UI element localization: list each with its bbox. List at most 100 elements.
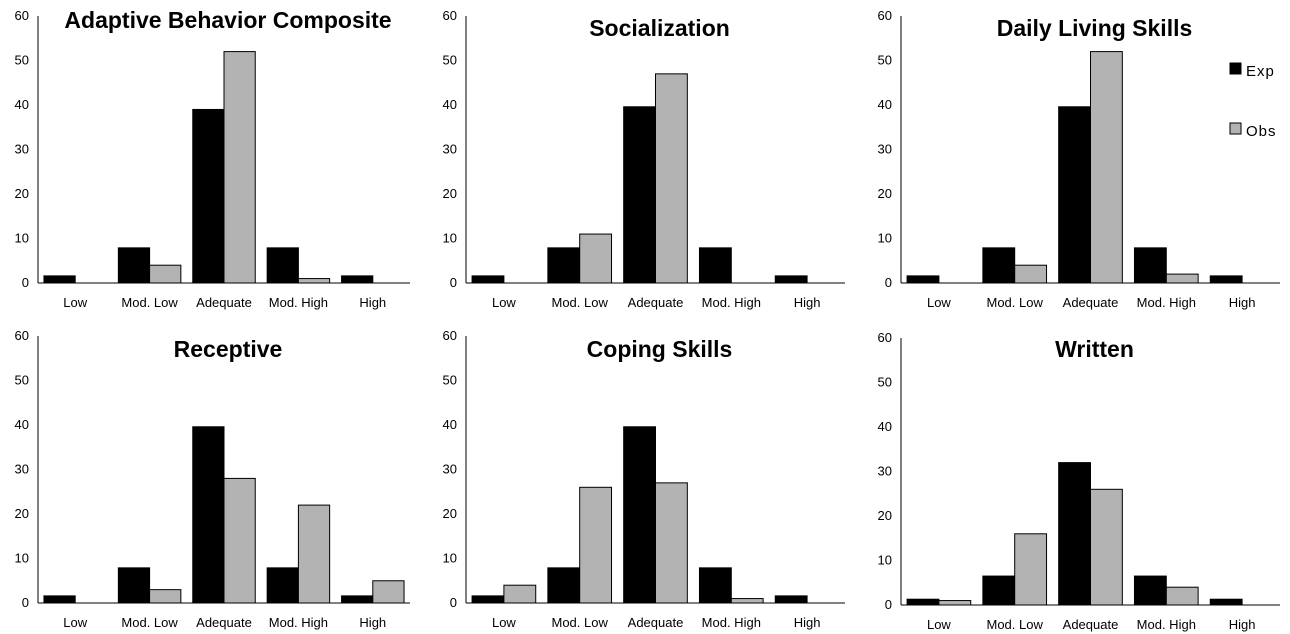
bar-obs-mod-low [1014,533,1048,606]
bar-exp-mod-high [698,567,732,604]
bar-exp-mod-low [547,567,581,604]
y-tick-label: 50 [443,373,457,388]
y-tick-label: 50 [878,53,892,68]
y-tick-label: 40 [15,417,29,432]
x-tick-label-high: High [359,295,386,310]
bar-obs-adequate [655,73,688,284]
chart-title: Receptive [174,336,283,362]
x-tick-label-adequate: Adequate [1063,295,1119,310]
x-tick-label-high: High [794,615,821,630]
bar-exp-low [43,275,76,284]
y-tick-label: 10 [878,231,892,246]
y-tick-label: 60 [878,8,892,23]
chart-panel-daily-living-skills: 0 10 20 30 40 50 60 Low Mod. Low Adequate Mod. Hig… [878,8,1280,310]
y-tick-label: 60 [443,8,457,23]
y-tick-label: 40 [878,97,892,112]
bar-obs-mod-high [1165,586,1199,606]
chart-title: Socialization [589,15,730,41]
y-tick-label: 20 [15,506,29,521]
x-tick-label-low: Low [492,295,516,310]
x-tick-label-low: Low [927,617,951,632]
bar-obs-mod-high [297,504,331,604]
y-tick-label: 0 [22,275,29,290]
y-tick-label: 50 [15,53,29,68]
x-tick-label-mod-low: Mod. Low [552,615,609,630]
y-tick-label: 50 [15,373,29,388]
bar-exp-high [1209,598,1243,606]
chart-panel-adaptive-behavior-composite: 0 10 20 30 40 50 60 Low Mod. Low Adequate Mod. Hig… [15,7,410,310]
y-tick-label: 30 [878,142,892,157]
y-tick-label: 30 [443,142,457,157]
bar-exp-mod-high [266,567,299,604]
bar-exp-mod-low [547,247,581,284]
x-tick-label-high: High [794,295,821,310]
bar-obs-mod-low [149,589,182,604]
bar-exp-adequate [623,426,657,604]
y-tick-label: 10 [443,551,457,566]
bar-exp-mod-low [117,247,151,284]
y-tick-label: 10 [878,553,892,568]
x-tick-label-mod-low: Mod. Low [987,295,1044,310]
chart-panel-written: 0 10 20 30 40 50 60 Low Mod. Low Adequate Mod. Hig… [878,330,1280,632]
bar-exp-low [906,275,940,284]
x-tick-label-low: Low [927,295,951,310]
x-tick-label-high: High [1229,295,1256,310]
bar-exp-adequate [192,108,225,284]
bar-obs-mod-low [579,486,613,604]
x-tick-label-high: High [359,615,386,630]
bar-exp-mod-low [982,575,1016,606]
bar-exp-high [774,595,808,604]
bar-exp-high [774,275,808,284]
bar-exp-mod-high [266,247,299,284]
chart-panel-coping-skills: 0 10 20 30 40 50 60 Low Mod. Low Adequate Mod. Hig… [443,328,845,630]
y-tick-label: 60 [443,328,457,343]
y-tick-label: 0 [885,275,892,290]
y-tick-label: 60 [878,330,892,345]
y-tick-label: 40 [878,419,892,434]
legend-swatch-obs [1229,122,1242,135]
x-tick-label-mod-high: Mod. High [1137,295,1196,310]
y-tick-label: 20 [878,508,892,523]
bar-obs-adequate [1090,51,1123,284]
chart-panel-receptive: 0 10 20 30 40 50 60 Low Mod. Low Adequate Mod. Hig… [15,328,410,630]
x-tick-label-adequate: Adequate [196,615,252,630]
x-tick-label-mod-high: Mod. High [269,295,328,310]
bar-exp-high [341,595,374,604]
bar-exp-adequate [1058,106,1091,284]
chart-title: Daily Living Skills [997,15,1193,41]
bar-obs-low [938,600,972,606]
x-tick-label-mod-high: Mod. High [1137,617,1196,632]
chart-panel-socialization: 0 10 20 30 40 50 60 Low Mod. Low Adequate Mod. Hig… [443,8,845,310]
y-tick-label: 10 [15,231,29,246]
bar-obs-mod-high [730,598,764,604]
y-tick-label: 20 [878,186,892,201]
x-tick-label-high: High [1229,617,1256,632]
bar-obs-mod-high [297,278,331,284]
bar-exp-mod-low [982,247,1016,284]
x-tick-label-mod-low: Mod. Low [121,295,178,310]
bar-obs-mod-low [1014,264,1048,284]
y-tick-label: 40 [443,417,457,432]
x-tick-label-mod-high: Mod. High [269,615,328,630]
bar-obs-low [503,584,537,604]
chart-title: Adaptive Behavior Composite [64,7,391,33]
y-tick-label: 0 [450,595,457,610]
x-tick-label-mod-low: Mod. Low [121,615,178,630]
bar-obs-adequate [1090,488,1123,606]
legend-label-exp: Exp [1246,63,1275,80]
bar-exp-adequate [192,426,225,604]
y-tick-label: 20 [15,186,29,201]
legend: Exp Obs [1229,62,1276,140]
x-tick-label-low: Low [63,295,87,310]
bar-exp-low [906,598,940,606]
bar-exp-adequate [623,106,657,284]
bar-exp-high [1209,275,1243,284]
x-tick-label-adequate: Adequate [628,615,684,630]
legend-swatch-exp [1229,62,1242,75]
y-tick-label: 50 [443,53,457,68]
bar-obs-high [372,580,405,604]
y-tick-label: 60 [15,8,29,23]
y-tick-label: 30 [443,462,457,477]
bar-exp-mod-high [1133,247,1167,284]
y-tick-label: 10 [443,231,457,246]
